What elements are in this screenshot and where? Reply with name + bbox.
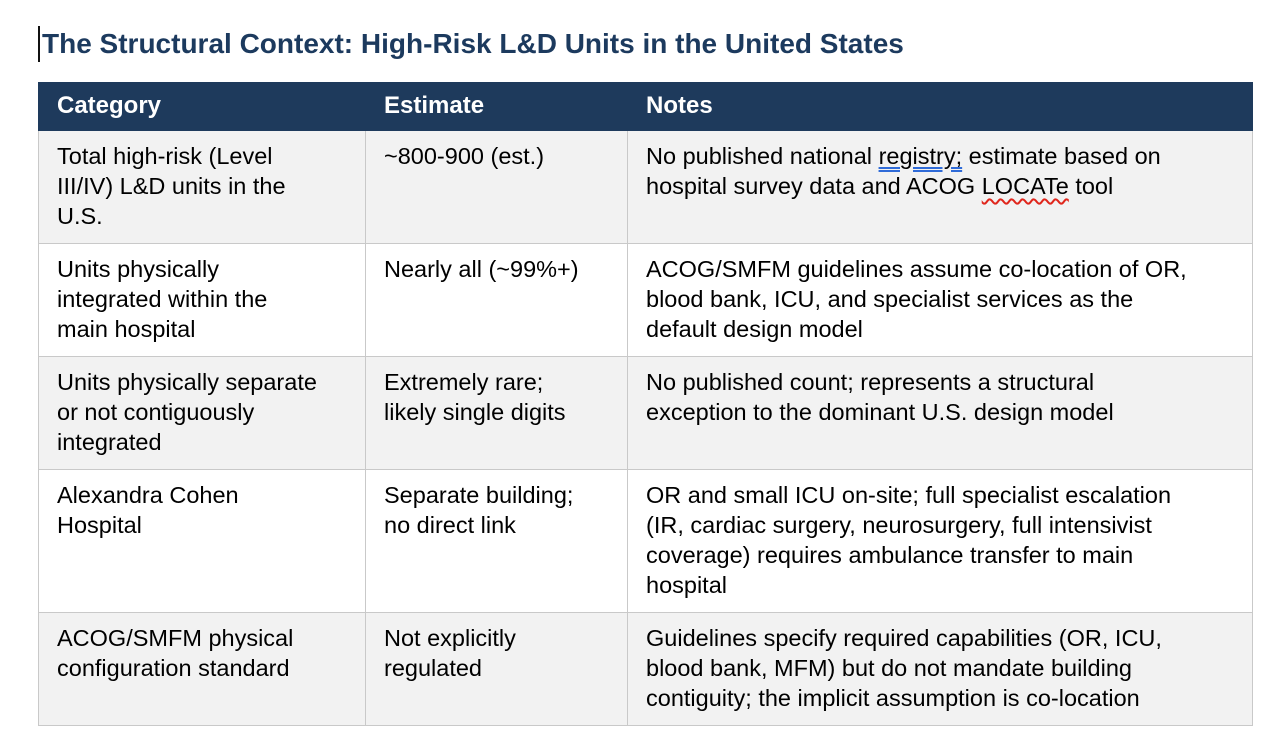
- category-cell[interactable]: Units physically separate or not contigu…: [38, 356, 366, 470]
- notes-text: tool: [1068, 173, 1114, 199]
- table-body: Total high-risk (Level III/IV) L&D units…: [38, 130, 1253, 726]
- text-cursor: [38, 26, 40, 62]
- estimate-cell[interactable]: Extremely rare; likely single digits: [365, 356, 628, 470]
- category-cell[interactable]: Units physically integrated within the m…: [38, 243, 366, 357]
- table-row: Alexandra Cohen Hospital Separate buildin…: [38, 469, 1253, 613]
- header-category: Category: [38, 82, 366, 131]
- notes-text: No published national: [646, 143, 879, 169]
- header-estimate: Estimate: [365, 82, 628, 131]
- category-cell[interactable]: Alexandra Cohen Hospital: [38, 469, 366, 613]
- category-cell[interactable]: Total high-risk (Level III/IV) L&D units…: [38, 130, 366, 244]
- notes-cell[interactable]: OR and small ICU on-site; full specialis…: [627, 469, 1253, 613]
- table-row: Total high-risk (Level III/IV) L&D units…: [38, 130, 1253, 244]
- document-page: The Structural Context: High-Risk L&D Un…: [38, 26, 1288, 726]
- spellcheck-underline: LOCATe: [981, 173, 1069, 199]
- notes-cell[interactable]: No published count; represents a structu…: [627, 356, 1253, 470]
- grammar-underline: registry;: [878, 143, 963, 169]
- notes-cell[interactable]: ACOG/SMFM guidelines assume co-location …: [627, 243, 1253, 357]
- notes-text: OR and small ICU on-site; full specialis…: [646, 482, 1172, 598]
- notes-text: Guidelines specify required capabilities…: [646, 625, 1162, 711]
- table-row: Units physically integrated within the m…: [38, 243, 1253, 357]
- table-header: Category Estimate Notes: [38, 82, 1253, 131]
- notes-text: estimate based on hospital survey data a…: [646, 143, 1161, 199]
- table-row: ACOG/SMFM physical configuration standar…: [38, 612, 1253, 726]
- notes-cell[interactable]: Guidelines specify required capabilities…: [627, 612, 1253, 726]
- structural-context-table: Category Estimate Notes Total high-risk …: [38, 82, 1253, 726]
- notes-text: No published count; represents a structu…: [646, 369, 1114, 425]
- page-title-text: The Structural Context: High-Risk L&D Un…: [42, 28, 904, 59]
- header-notes: Notes: [627, 82, 1253, 131]
- notes-text: ACOG/SMFM guidelines assume co-location …: [646, 256, 1187, 342]
- estimate-cell[interactable]: Not explicitly regulated: [365, 612, 628, 726]
- estimate-cell[interactable]: ~800-900 (est.): [365, 130, 628, 244]
- estimate-cell[interactable]: Nearly all (~99%+): [365, 243, 628, 357]
- table-row: Units physically separate or not contigu…: [38, 356, 1253, 470]
- table-header-row: Category Estimate Notes: [38, 82, 1253, 131]
- notes-cell[interactable]: No published national registry; estimate…: [627, 130, 1253, 244]
- estimate-cell[interactable]: Separate building; no direct link: [365, 469, 628, 613]
- page-title[interactable]: The Structural Context: High-Risk L&D Un…: [38, 26, 1288, 62]
- category-cell[interactable]: ACOG/SMFM physical configuration standar…: [38, 612, 366, 726]
